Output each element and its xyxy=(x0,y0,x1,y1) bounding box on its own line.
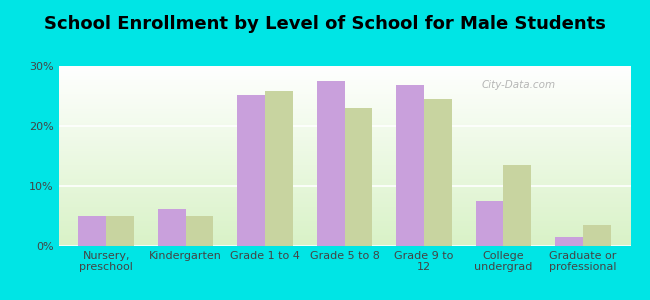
Bar xyxy=(186,216,213,246)
Bar xyxy=(583,225,610,246)
Bar xyxy=(555,237,583,246)
Bar xyxy=(396,85,424,246)
Text: City-Data.com: City-Data.com xyxy=(482,80,556,90)
Bar xyxy=(344,108,372,246)
Bar xyxy=(476,201,503,246)
Bar xyxy=(265,91,293,246)
Bar xyxy=(424,99,452,246)
Bar xyxy=(106,216,134,246)
Bar xyxy=(158,209,186,246)
Bar xyxy=(237,95,265,246)
Bar xyxy=(79,216,106,246)
Text: School Enrollment by Level of School for Male Students: School Enrollment by Level of School for… xyxy=(44,15,606,33)
Bar xyxy=(317,81,345,246)
Bar xyxy=(503,165,531,246)
